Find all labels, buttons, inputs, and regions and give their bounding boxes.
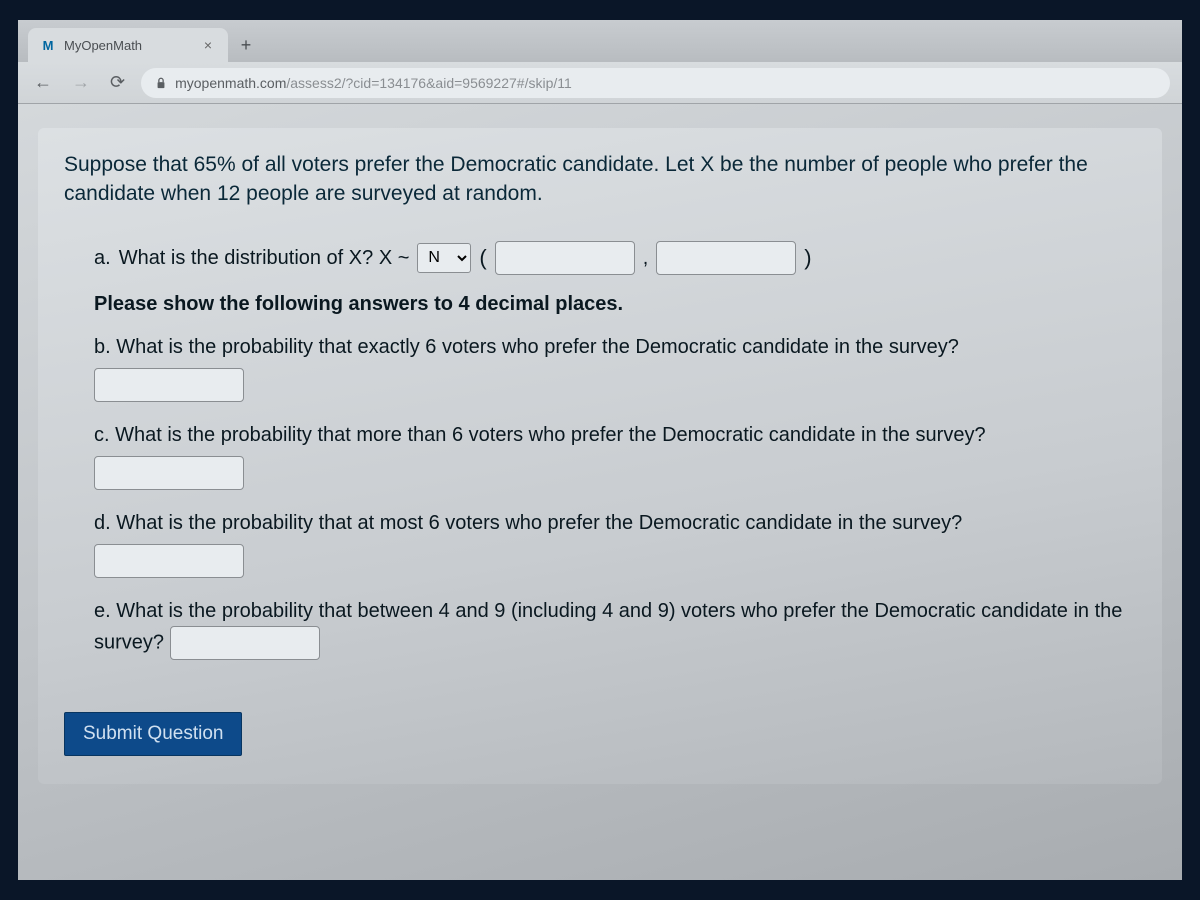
param1-input[interactable] <box>495 241 635 275</box>
tab-bar: M MyOpenMath × + <box>18 20 1182 62</box>
url-bar: ← → ⟳ myopenmath.com/assess2/?cid=134176… <box>18 62 1182 104</box>
part-c-letter: c. <box>94 424 110 446</box>
part-e-input[interactable] <box>170 626 320 660</box>
decimal-instruction: Please show the following answers to 4 d… <box>94 293 1136 316</box>
reload-button[interactable]: ⟳ <box>106 68 129 97</box>
question-box: Suppose that 65% of all voters prefer th… <box>38 128 1162 784</box>
back-button[interactable]: ← <box>30 68 56 97</box>
forward-button[interactable]: → <box>68 68 94 97</box>
part-a: a. What is the distribution of X? X ~ N … <box>94 241 1136 275</box>
part-b: b. What is the probability that exactly … <box>94 332 1136 402</box>
tab-title: MyOpenMath <box>64 38 192 53</box>
distribution-select[interactable]: N <box>417 243 471 273</box>
param-comma: , <box>643 243 649 273</box>
part-d-input[interactable] <box>94 544 244 578</box>
lock-icon <box>155 77 167 89</box>
part-a-text: What is the distribution of X? X ~ <box>119 243 410 273</box>
part-c: c. What is the probability that more tha… <box>94 420 1136 490</box>
part-b-input[interactable] <box>94 368 244 402</box>
close-paren: ) <box>804 241 811 274</box>
part-e: e. What is the probability that between … <box>94 596 1136 660</box>
open-paren: ( <box>479 241 486 274</box>
url-host: myopenmath.com/assess2/?cid=134176&aid=9… <box>175 75 572 91</box>
close-icon[interactable]: × <box>200 35 216 55</box>
new-tab-button[interactable]: + <box>232 31 260 59</box>
part-c-text: What is the probability that more than 6… <box>115 424 985 446</box>
part-e-letter: e. <box>94 600 111 622</box>
tab-favicon: M <box>40 37 56 53</box>
part-b-letter: b. <box>94 336 111 358</box>
part-d-text: What is the probability that at most 6 v… <box>116 512 962 534</box>
content-area: Suppose that 65% of all voters prefer th… <box>18 104 1182 880</box>
browser-tab[interactable]: M MyOpenMath × <box>28 28 228 62</box>
part-c-input[interactable] <box>94 456 244 490</box>
param2-input[interactable] <box>656 241 796 275</box>
question-intro: Suppose that 65% of all voters prefer th… <box>64 150 1136 209</box>
address-bar[interactable]: myopenmath.com/assess2/?cid=134176&aid=9… <box>141 68 1170 98</box>
part-b-text: What is the probability that exactly 6 v… <box>116 336 959 358</box>
part-d-letter: d. <box>94 512 111 534</box>
part-d: d. What is the probability that at most … <box>94 508 1136 578</box>
part-a-letter: a. <box>94 243 111 273</box>
submit-button[interactable]: Submit Question <box>64 712 242 756</box>
